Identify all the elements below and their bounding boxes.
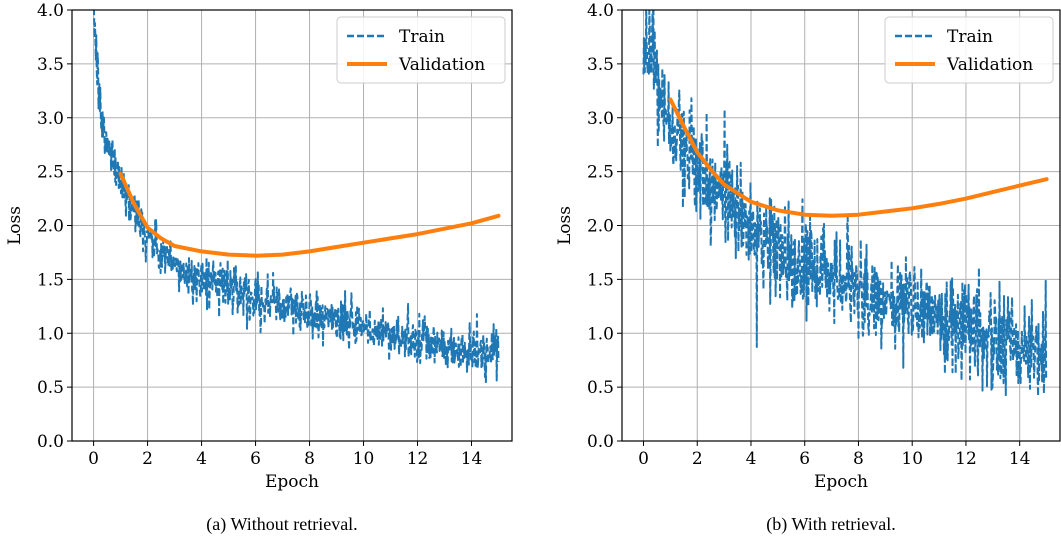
y-tick-label: 0.0	[37, 432, 64, 452]
y-tick-label: 0.0	[587, 432, 614, 452]
x-tick-label: 4	[196, 449, 207, 469]
y-tick-label: 2.0	[37, 217, 64, 237]
y-tick-label: 1.0	[587, 324, 614, 344]
series-line-train	[93, 10, 500, 384]
legend: Train Validation	[884, 16, 1054, 84]
legend-box	[336, 16, 506, 84]
x-tick-label: 6	[799, 449, 810, 469]
legend-label-train: Train	[399, 27, 445, 47]
y-tick-label: 1.5	[587, 270, 614, 290]
y-tick-label: 3.0	[587, 109, 614, 129]
x-tick-label: 12	[955, 449, 977, 469]
x-tick-label: 0	[88, 449, 99, 469]
legend-label-validation: Validation	[398, 55, 485, 75]
legend: Train Validation	[336, 16, 506, 84]
y-tick-label: 2.0	[587, 217, 614, 237]
x-tick-label: 14	[1009, 449, 1031, 469]
figure-caption: (a) Without retrieval.	[206, 514, 357, 535]
y-tick-label: 0.5	[587, 378, 614, 398]
legend-label-validation: Validation	[946, 55, 1033, 75]
series-line-validation	[668, 97, 1049, 218]
chart-panel-1: 0 2 4 6 8 10 12 14 0.0 0.5 1.0 1.5 2.0 2.5 3.0 3.5 4.0 Ep…	[555, 1, 1061, 535]
y-axis-label: Loss	[555, 206, 575, 245]
y-tick-label: 0.5	[37, 378, 64, 398]
x-tick-label: 8	[853, 449, 864, 469]
x-axis-label: Epoch	[814, 472, 868, 492]
x-axis-label: Epoch	[265, 472, 319, 492]
legend-label-train: Train	[947, 27, 993, 47]
x-tick-label: 6	[250, 449, 261, 469]
x-tick-label: 0	[638, 449, 649, 469]
x-tick-label: 4	[746, 449, 757, 469]
x-tick-label: 12	[407, 449, 429, 469]
x-tick-label: 2	[142, 449, 153, 469]
y-tick-label: 2.5	[37, 163, 64, 183]
x-tick-label: 10	[901, 449, 923, 469]
plot-frame	[71, 9, 513, 442]
chart-panel-0: 0 2 4 6 8 10 12 14 0.0 0.5 1.0 1.5 2.0 2.5 3.0 3.5 4.0 Ep…	[5, 1, 513, 535]
series-line-train	[642, 10, 1048, 398]
y-tick-label: 1.5	[37, 270, 64, 290]
series-line-validation	[118, 171, 501, 258]
x-tick-label: 2	[692, 449, 703, 469]
y-tick-label: 1.0	[37, 324, 64, 344]
plot-frame	[621, 9, 1061, 442]
x-tick-label: 10	[353, 449, 375, 469]
x-tick-label: 14	[461, 449, 483, 469]
y-tick-label: 4.0	[37, 1, 64, 21]
x-tick-label: 8	[304, 449, 315, 469]
y-tick-label: 2.5	[587, 163, 614, 183]
y-tick-label: 4.0	[587, 1, 614, 21]
legend-box	[884, 16, 1054, 84]
y-tick-label: 3.0	[37, 109, 64, 129]
y-axis-label: Loss	[5, 206, 25, 245]
y-tick-label: 3.5	[37, 55, 64, 75]
figure-caption: (b) With retrieval.	[766, 514, 895, 535]
y-tick-label: 3.5	[587, 55, 614, 75]
